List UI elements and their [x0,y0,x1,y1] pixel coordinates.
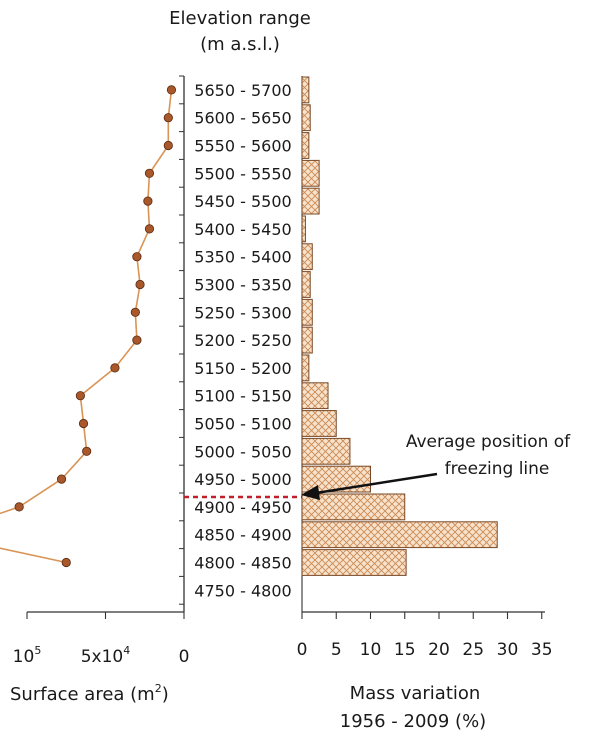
surface-area-point [132,335,142,345]
elevation-tick-label: 5550 - 5600 [194,137,291,156]
mass-variation-axis-title: Mass variation [350,683,481,704]
mass-variation-bar [301,410,337,437]
surface-area-point [82,446,92,456]
elevation-tick-label: 4750 - 4800 [194,581,291,600]
freezing-line-annotation: Average position of freezing line [184,432,571,500]
mass-variation-tick-label: 30 [497,640,519,660]
elevation-ticks [179,75,184,605]
mass-variation-bar [301,354,310,382]
surface-area-axis-title: Surface area (m2) [10,682,169,705]
surface-area-point [78,418,89,429]
surface-area-point [163,140,173,151]
mass-variation-bar [301,382,329,410]
elevation-tick-label: 5600 - 5650 [194,109,291,128]
mass-variation-tick-label: 20 [428,640,450,660]
mass-variation-bar [301,187,320,215]
surface-area-tick-label: 0 [179,647,190,667]
annotation-arrow-shaft [315,472,438,495]
elevation-axis-unit: (m a.s.l.) [200,34,280,55]
mass-variation-bar [301,465,371,493]
mass-variation-tick-label: 10 [360,640,382,660]
mass-variation-bar [301,298,313,326]
surface-area-point [75,391,85,401]
elevation-tick-label: 5350 - 5400 [194,248,291,267]
surface-area-label-text: Surface area (m [10,684,155,705]
surface-area-point [163,113,173,123]
mass-variation-ticks: 0 5 10 15 20 25 30 35 [297,612,553,660]
elevation-tick-label: 5300 - 5350 [194,276,291,295]
surface-area-point [14,502,24,512]
mass-variation-bar [301,104,311,132]
elevation-tick-label: 5500 - 5550 [194,164,291,183]
elevation-axis-title: Elevation range [169,8,311,29]
surface-area-point [135,279,145,290]
surface-area-label-close: ) [162,684,169,705]
surface-area-point [132,252,142,262]
mass-variation-bar [301,326,313,354]
surface-area-point [56,474,67,484]
surface-area-point [166,85,177,95]
mass-variation-bars [301,76,498,576]
mass-variation-tick-label: 15 [394,640,416,660]
mass-variation-bar [301,549,407,576]
annotation-line1: Average position of [406,432,571,452]
mass-variation-axis-subtitle: 1956 - 2009 (%) [340,711,486,732]
mass-variation-bar [301,215,306,243]
surface-area-tick-label: 105 [13,644,42,667]
elevation-tick-label: 5050 - 5100 [194,415,291,434]
elevation-tick-label: 4850 - 4900 [194,526,291,545]
mass-variation-bar [301,271,311,298]
elevation-tick-labels: 5650 - 5700 5600 - 5650 5550 - 5600 5500 - … [194,81,291,600]
surface-area-tick-label: 5x104 [81,644,131,667]
mass-variation-bar [301,437,351,465]
elevation-tick-label: 5100 - 5150 [194,387,291,406]
surface-area-point [61,557,71,568]
annotation-arrow-head [301,485,320,500]
surface-area-series [0,85,177,568]
elevation-tick-label: 5650 - 5700 [194,81,291,100]
surface-area-ticks: 105 5x104 0 [13,612,190,667]
surface-area-point [130,307,140,317]
mass-variation-bar [301,132,310,159]
surface-area-label-sup: 2 [155,682,162,695]
mass-variation-bar [301,76,310,104]
mass-variation-bar [301,521,498,549]
annotation-line2: freezing line [445,459,550,479]
mass-variation-tick-label: 35 [531,640,553,660]
elevation-tick-label: 4900 - 4950 [194,498,291,517]
mass-variation-tick-label: 0 [297,640,308,660]
elevation-tick-label: 5200 - 5250 [194,331,291,350]
surface-area-point [110,363,120,373]
surface-area-point [144,224,155,234]
mass-variation-tick-label: 25 [462,640,484,660]
mass-variation-bar [301,159,320,187]
mass-variation-tick-label: 5 [331,640,342,660]
elevation-tick-label: 5450 - 5500 [194,192,291,211]
elevation-tick-label: 4950 - 5000 [194,470,291,489]
surface-area-line [0,89,173,564]
mass-variation-bar [301,243,313,271]
elevation-tick-label: 5400 - 5450 [194,220,291,239]
elevation-tick-label: 5000 - 5050 [194,442,291,461]
elevation-tick-label: 4800 - 4850 [194,554,291,573]
elevation-tick-label: 5150 - 5200 [194,359,291,378]
elevation-tick-label: 5250 - 5300 [194,303,291,322]
surface-area-point [143,196,153,206]
surface-area-point [144,168,155,178]
